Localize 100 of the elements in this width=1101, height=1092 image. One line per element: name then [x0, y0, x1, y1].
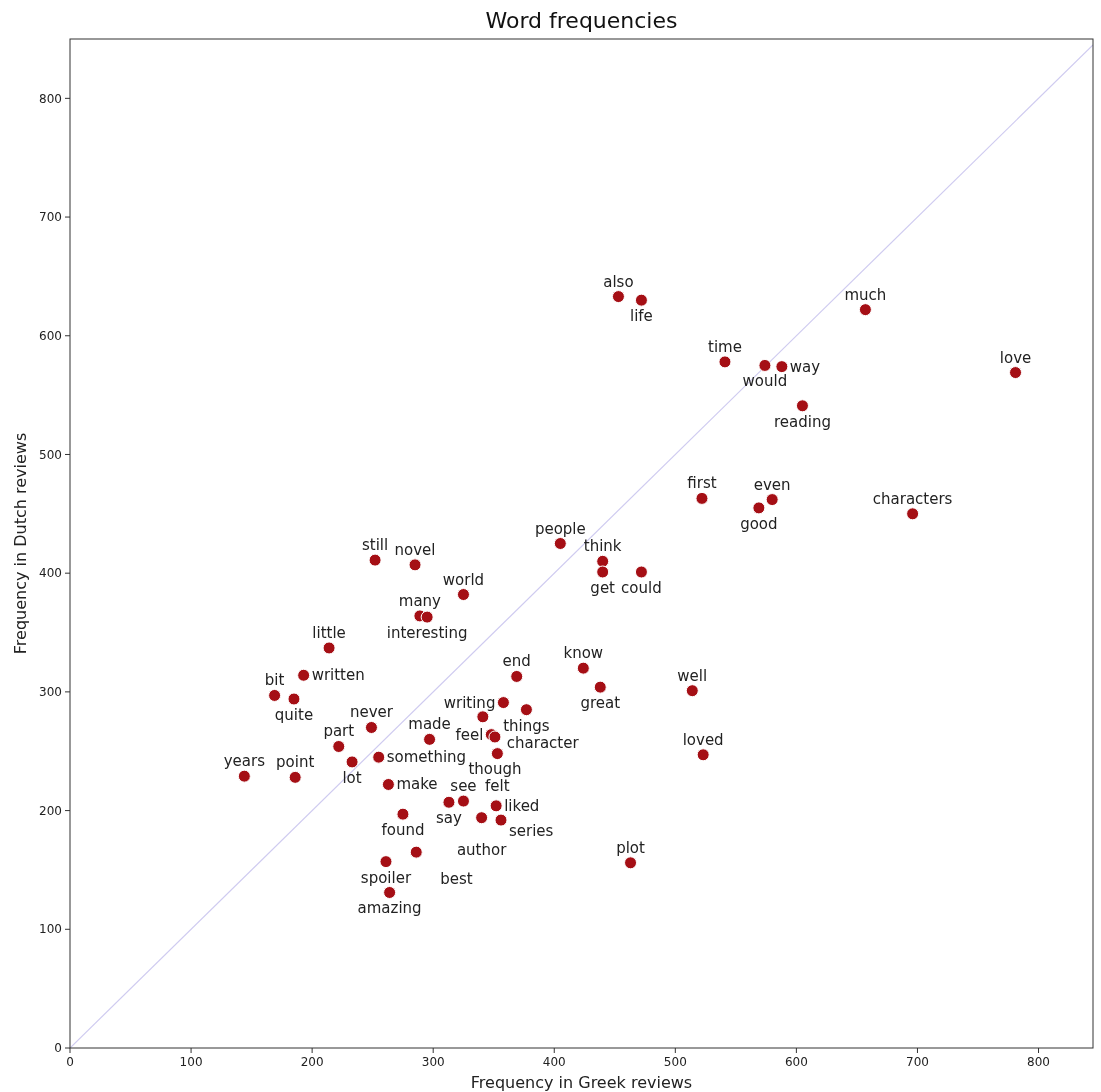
x-axis-title: Frequency in Greek reviews — [470, 1073, 693, 1092]
annotation: quite — [274, 706, 314, 724]
point — [496, 696, 510, 710]
point — [408, 558, 422, 572]
point — [423, 732, 437, 746]
annotation: great — [580, 694, 621, 713]
point — [372, 750, 386, 764]
annotation: much — [844, 285, 887, 304]
x-tick-label: 100 — [179, 1055, 203, 1069]
point — [795, 399, 809, 413]
point — [489, 799, 503, 813]
point — [364, 720, 378, 734]
annotation: end — [502, 652, 531, 671]
point — [381, 777, 395, 791]
annotation: point — [276, 753, 315, 772]
chart-title: Word frequencies — [485, 8, 678, 33]
annotation: many — [398, 591, 442, 610]
point — [379, 855, 393, 869]
x-tick-label: 600 — [784, 1055, 808, 1069]
x-tick-label: 400 — [542, 1055, 566, 1069]
point — [237, 769, 251, 783]
annotation: amazing — [357, 899, 422, 918]
point — [322, 641, 336, 655]
annotation: little — [312, 623, 346, 642]
annotation: made — [408, 715, 451, 734]
point — [456, 588, 470, 602]
point — [752, 501, 766, 515]
annotation: something — [386, 748, 467, 767]
point — [396, 807, 410, 821]
point — [858, 303, 872, 317]
annotation: think — [583, 537, 622, 556]
annotation: also — [603, 272, 634, 291]
point — [490, 747, 504, 761]
annotation: things — [503, 716, 550, 735]
annotation: best — [440, 869, 473, 888]
point — [758, 358, 772, 372]
point — [476, 710, 490, 724]
annotation: way — [789, 357, 821, 376]
point — [268, 688, 282, 702]
point — [611, 290, 625, 304]
annotation: get — [590, 578, 616, 597]
annotation: love — [999, 348, 1032, 367]
point — [696, 748, 710, 762]
y-tick-label: 400 — [39, 566, 62, 581]
x-tick-label: 800 — [1027, 1055, 1050, 1069]
x-tick-label: 0 — [66, 1055, 74, 1069]
annotation: bit — [264, 671, 285, 690]
annotation: years — [223, 752, 266, 771]
point — [634, 565, 648, 579]
point — [287, 692, 301, 706]
annotation: found — [381, 821, 425, 840]
point — [553, 537, 567, 550]
annotation: people — [534, 519, 586, 538]
annotation: life — [630, 307, 653, 326]
point — [695, 491, 709, 505]
point — [596, 565, 610, 579]
point — [906, 507, 920, 521]
point — [634, 293, 648, 307]
point — [510, 669, 524, 683]
annotation: loved — [682, 730, 724, 749]
annotation: written — [311, 666, 365, 685]
point — [519, 703, 533, 717]
annotation: interesting — [386, 624, 468, 643]
point — [383, 886, 397, 899]
annotation: though — [468, 759, 522, 778]
y-tick-label: 0 — [54, 1041, 62, 1056]
y-tick-label: 800 — [39, 91, 62, 106]
y-tick-label: 200 — [39, 803, 62, 818]
annotation: lot — [342, 768, 362, 787]
point — [332, 739, 346, 753]
annotation: author — [456, 840, 508, 859]
point — [420, 610, 434, 624]
point — [409, 845, 423, 859]
point — [288, 770, 302, 784]
annotation: writing — [443, 693, 496, 712]
point — [765, 493, 779, 507]
y-tick-label: 700 — [39, 210, 62, 225]
x-tick-label: 300 — [421, 1055, 445, 1069]
point — [368, 553, 382, 567]
point — [593, 680, 607, 694]
point — [442, 795, 456, 809]
annotation: good — [740, 514, 778, 533]
point — [456, 794, 470, 808]
point — [596, 554, 610, 568]
annotation: would — [742, 372, 788, 391]
annotation: still — [361, 536, 389, 555]
x-tick-label: 200 — [300, 1055, 324, 1069]
annotation: characters — [872, 489, 953, 508]
annotation: liked — [504, 796, 540, 815]
annotation: feel — [455, 725, 484, 744]
y-tick-label: 600 — [39, 328, 62, 343]
annotation: say — [435, 809, 462, 828]
annotation: make — [396, 775, 438, 794]
point — [488, 730, 502, 744]
annotation: know — [563, 644, 604, 663]
y-axis-title: Frequency in Dutch reviews — [11, 432, 30, 655]
annotation: felt — [485, 776, 510, 795]
annotation: plot — [616, 838, 646, 857]
annotation: world — [442, 570, 485, 589]
annotation: spoiler — [360, 868, 412, 887]
